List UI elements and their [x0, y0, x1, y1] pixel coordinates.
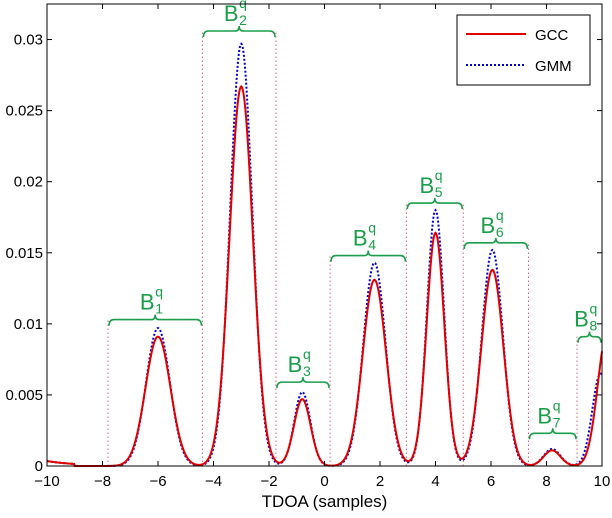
x-tick-label: −6: [149, 473, 166, 490]
band-label-sup: q: [553, 397, 561, 413]
x-tick-label: −10: [34, 473, 59, 490]
x-axis-label: TDOA (samples): [262, 492, 388, 511]
series-curves: [46, 42, 603, 467]
x-tick-label: 8: [542, 473, 550, 490]
band-label-sup: q: [239, 0, 247, 11]
band-label: B: [574, 307, 589, 332]
band-label-sup: q: [303, 346, 311, 362]
band-label: B: [224, 1, 239, 26]
y-axis-ticks: 0 0.005 0.01 0.015 0.02 0.025 0.03: [5, 32, 602, 475]
band-label-sub: 4: [368, 237, 376, 253]
y-tick-label: 0.01: [14, 316, 43, 333]
x-tick-label: 0: [320, 473, 328, 490]
band-label: B: [537, 403, 552, 428]
x-tick-label: −2: [260, 473, 277, 490]
band-label-sup: q: [155, 284, 163, 300]
x-tick-label: −4: [205, 473, 222, 490]
x-tick-label: 6: [487, 473, 495, 490]
band-label-sup: q: [496, 207, 504, 223]
band-label-sup: q: [435, 167, 443, 183]
y-tick-label: 0.005: [5, 387, 43, 404]
legend-label-gcc: GCC: [535, 27, 569, 44]
band-label-sub: 8: [590, 318, 598, 334]
band-label: B: [353, 226, 368, 251]
legend: GCC GMM: [456, 14, 591, 86]
band-label-sub: 7: [553, 414, 561, 430]
bracket-shape: [577, 331, 602, 343]
band-label-sup: q: [590, 301, 598, 317]
bracket-shape: [528, 428, 577, 440]
y-tick-label: 0.025: [5, 103, 43, 120]
band-label-sub: 5: [435, 184, 443, 200]
band-label: B: [481, 213, 496, 238]
band-label-sub: 2: [239, 12, 247, 28]
series-line-gmm: [46, 42, 603, 467]
y-tick-label: 0.015: [5, 245, 43, 262]
band-label-sub: 1: [155, 301, 163, 317]
band-label: B: [140, 290, 155, 315]
legend-label-gmm: GMM: [535, 58, 572, 75]
legend-box: [456, 14, 591, 86]
bracket-shape: [108, 314, 203, 326]
band-label-sup: q: [368, 220, 376, 236]
x-tick-label: 4: [431, 473, 439, 490]
y-tick-label: 0.02: [14, 174, 43, 191]
band-label: B: [288, 352, 303, 377]
band-label-sub: 6: [496, 224, 504, 240]
x-tick-label: −8: [94, 473, 111, 490]
x-tick-label: 2: [376, 473, 384, 490]
band-label: B: [419, 173, 434, 198]
band-label-sub: 3: [303, 363, 311, 379]
y-tick-label: 0: [35, 458, 43, 475]
x-axis-ticks: −10 −8 −6 −4 −2 0 2 4 6 8 10: [34, 4, 610, 490]
band-dividers: [107, 31, 578, 466]
series-line-gcc: [46, 85, 603, 467]
x-tick-label: 10: [594, 473, 611, 490]
y-tick-label: 0.03: [14, 32, 43, 49]
